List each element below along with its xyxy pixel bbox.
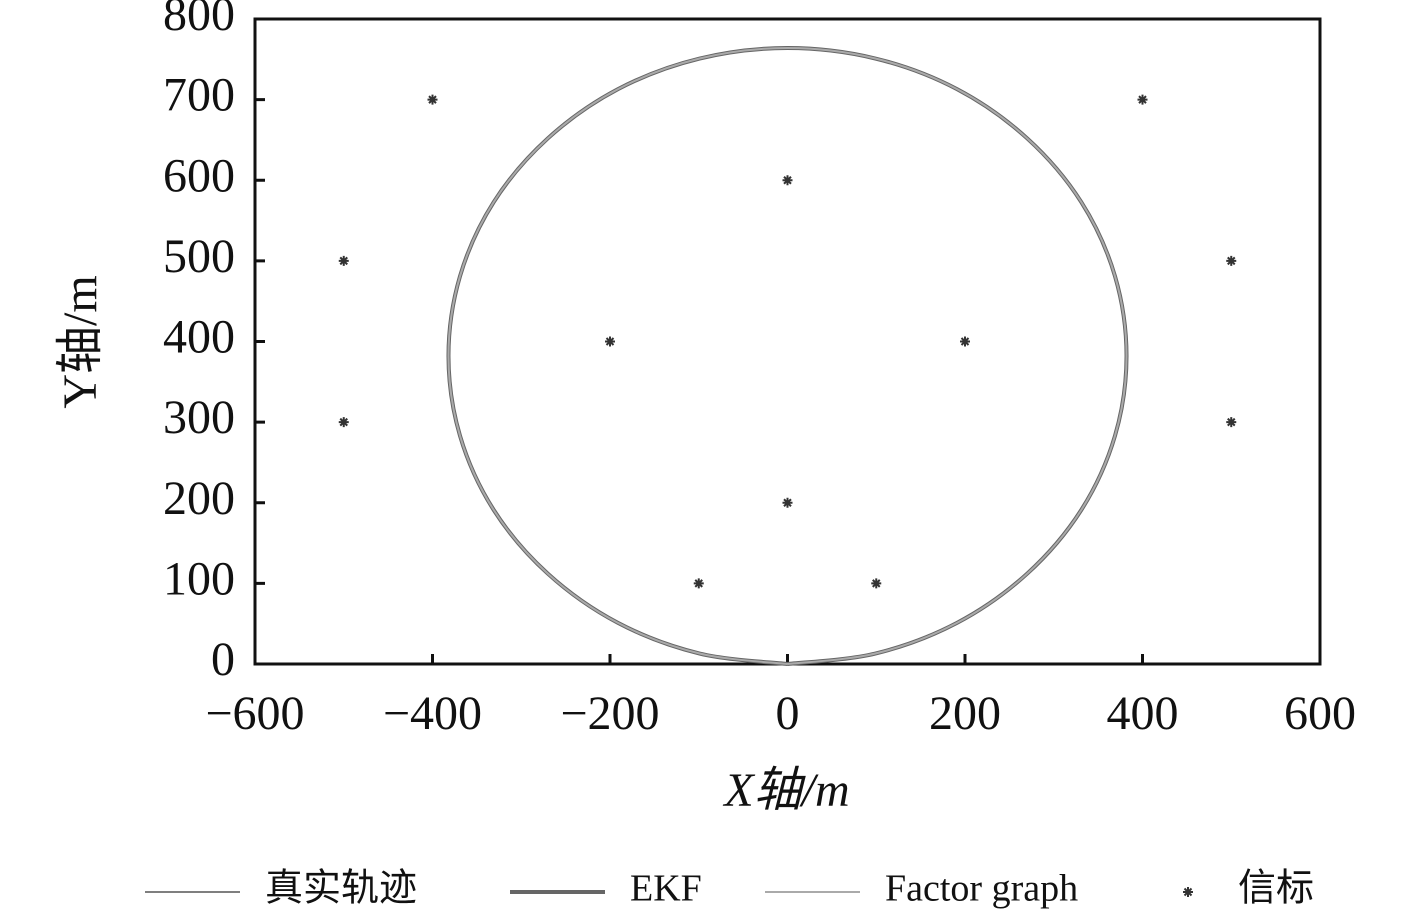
beacon: [1226, 417, 1237, 428]
y-tick-label: 600: [163, 149, 235, 202]
y-tick-label: 300: [163, 391, 235, 444]
x-tick-label: 600: [1284, 687, 1356, 740]
x-tick-label: 0: [776, 687, 800, 740]
x-tick-label: −600: [205, 687, 304, 740]
y-axis-label: Y轴/m: [54, 275, 107, 408]
beacon: [1137, 94, 1148, 105]
y-tick-label: 400: [163, 311, 235, 364]
trajectory-line: [446, 46, 1129, 666]
beacon: [1226, 255, 1237, 266]
x-tick-label: −200: [560, 687, 659, 740]
legend-label: 真实轨迹: [265, 868, 417, 910]
beacon: [782, 175, 793, 186]
legend-label: EKF: [630, 868, 702, 910]
legend-label: Factor graph: [885, 868, 1078, 910]
x-axis-label: X轴/m: [722, 764, 849, 817]
plot-frame: [253, 17, 1322, 666]
y-tick-label: 0: [211, 633, 235, 686]
beacon: [338, 255, 349, 266]
y-tick-label: 700: [163, 69, 235, 122]
beacon: [960, 336, 970, 347]
x-tick-label: 200: [929, 687, 1001, 740]
beacon: [871, 578, 882, 589]
x-tick-label: 400: [1107, 687, 1179, 740]
beacon: [782, 497, 793, 508]
y-tick-label: 200: [163, 472, 235, 525]
trajectory-line: [447, 47, 1128, 665]
beacon: [338, 417, 349, 428]
beacon: [605, 336, 615, 347]
legend-marker: [1183, 887, 1193, 897]
beacon: [427, 94, 438, 105]
y-tick-label: 100: [163, 552, 235, 605]
legend-label: 信标: [1238, 868, 1314, 910]
y-tick-label: 500: [163, 230, 235, 283]
y-tick-label: 800: [163, 0, 235, 41]
trajectory-line: [447, 47, 1128, 665]
x-tick-label: −400: [383, 687, 482, 740]
beacon: [693, 578, 704, 589]
